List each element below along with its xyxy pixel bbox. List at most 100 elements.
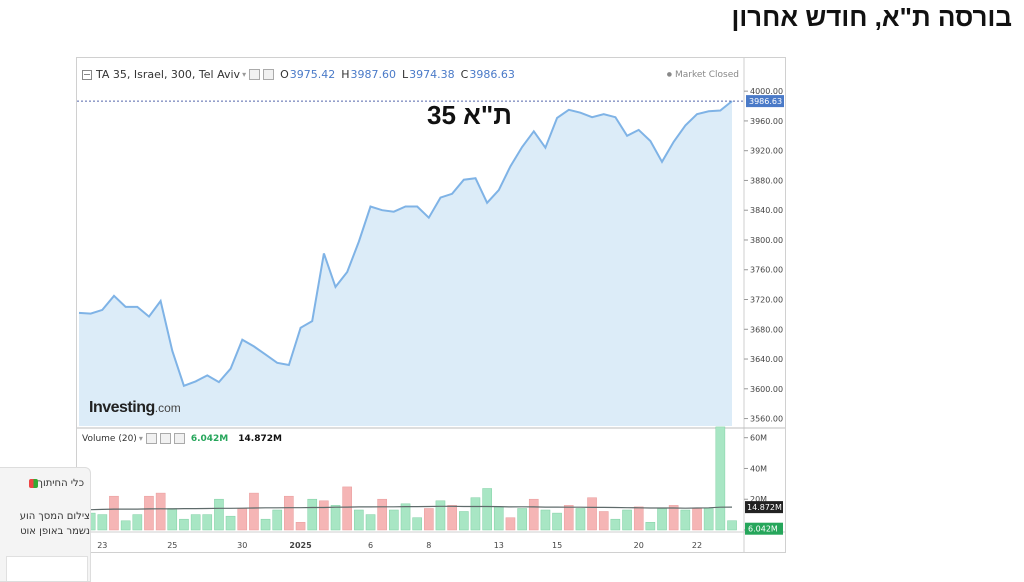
volume-bar xyxy=(610,518,621,531)
last-price-label: 3986.63 xyxy=(749,97,782,106)
volume-bar xyxy=(435,500,446,531)
volume-bar xyxy=(202,514,213,531)
close-value: 3986.63 xyxy=(469,68,515,81)
chevron-down-icon[interactable]: ▾ xyxy=(138,434,143,443)
close-icon[interactable] xyxy=(173,433,185,444)
volume-bar xyxy=(587,497,597,531)
volume-bar xyxy=(109,495,119,531)
investing-logo: Investing.com xyxy=(89,399,181,417)
y-tick-label: 4000.00 xyxy=(750,87,783,96)
instrument-name[interactable]: TA 35, Israel, 300, Tel Aviv xyxy=(96,68,241,81)
volume-bar xyxy=(330,505,341,531)
snipping-tool-icon xyxy=(28,478,38,488)
volume-label[interactable]: Volume (20) xyxy=(82,433,137,444)
volume-bar xyxy=(633,506,644,531)
volume-bar xyxy=(727,520,737,531)
price-series-line xyxy=(78,100,733,388)
volume-bar xyxy=(377,498,387,531)
volume-bar xyxy=(622,509,632,531)
y-tick-label: 3680.00 xyxy=(750,325,783,334)
x-tick-label: 8 xyxy=(426,541,431,550)
price-volume-chart[interactable]: 3560.00 3600.00 3640.00 3680.00 3720.00 3760.… xyxy=(77,58,785,552)
volume-ma-tag xyxy=(745,501,783,514)
y-tick-label: 3560.00 xyxy=(750,415,783,424)
volume-bar xyxy=(225,515,236,531)
volume-bar xyxy=(237,508,248,531)
y-tick-label: 3760.00 xyxy=(750,266,783,275)
volume-bar xyxy=(482,488,492,531)
y-tick-label: 3640.00 xyxy=(750,355,783,364)
volume-bar xyxy=(459,511,469,531)
notification-line-1: צילום המסך הוע xyxy=(19,511,90,522)
volume-bar xyxy=(540,509,551,531)
settings-icon[interactable] xyxy=(249,69,261,80)
volume-bar xyxy=(155,492,166,531)
low-value: 3974.38 xyxy=(409,68,455,81)
x-tick-label: 23 xyxy=(97,541,107,550)
volume-bar xyxy=(389,509,399,531)
high-value: 3987.60 xyxy=(350,68,397,81)
snipping-tool-notification[interactable]: כלי החיתוך צילום המסך הוע נשמר באופן אוט xyxy=(0,467,91,582)
price-area-fill xyxy=(79,101,732,426)
notification-preview[interactable] xyxy=(6,556,88,581)
y-tick-label: 3880.00 xyxy=(750,176,783,185)
volume-bar xyxy=(575,508,586,531)
y-tick-label: 3800.00 xyxy=(750,236,783,245)
volume-bar xyxy=(120,520,131,531)
volume-ma-tag-label: 14.872M xyxy=(747,503,782,512)
volume-bar xyxy=(692,508,702,531)
x-tick-label: 30 xyxy=(237,541,247,550)
volume-last-tag xyxy=(745,522,783,535)
volume-bar xyxy=(249,492,259,531)
volume-bar xyxy=(284,495,294,531)
volume-bar xyxy=(645,522,656,531)
page-title: בורסה ת"א, חודש אחרון xyxy=(731,2,1012,32)
x-tick-label: 2025 xyxy=(289,541,312,550)
volume-bar xyxy=(424,508,434,531)
volume-bar xyxy=(342,486,352,531)
volume-bar xyxy=(319,500,329,531)
volume-bar xyxy=(272,509,283,531)
volume-bar xyxy=(493,506,504,531)
volume-bar xyxy=(179,518,189,531)
volume-bar xyxy=(412,517,422,531)
high-label: H xyxy=(341,68,350,81)
x-tick-label: 15 xyxy=(552,541,562,550)
volume-bar xyxy=(668,505,679,531)
y-tick-label: 3600.00 xyxy=(750,385,783,394)
x-tick-label: 13 xyxy=(494,541,504,550)
logo-suffix-text: .com xyxy=(154,401,181,415)
volume-bar xyxy=(552,512,562,531)
volume-last-tag-label: 6.042M xyxy=(748,525,778,534)
volume-tick-label: 20M xyxy=(750,495,767,504)
y-tick-label: 3720.00 xyxy=(750,296,783,305)
volume-header: Volume (20) ▾ 6.042M 14.872M xyxy=(82,433,282,444)
visibility-icon[interactable] xyxy=(263,69,275,80)
volume-bar xyxy=(144,495,154,531)
last-price-tag xyxy=(746,95,784,108)
chart-header: TA 35, Israel, 300, Tel Aviv ▾ O 3975.42 … xyxy=(82,68,515,81)
visibility-icon[interactable] xyxy=(159,433,171,444)
open-label: O xyxy=(280,68,289,81)
volume-bar xyxy=(400,503,411,531)
x-tick-label: 25 xyxy=(167,541,177,550)
volume-bar xyxy=(447,505,457,531)
volume-bar xyxy=(563,505,574,531)
chevron-down-icon[interactable]: ▾ xyxy=(242,70,247,79)
volume-bar xyxy=(365,514,376,531)
volume-value: 6.042M xyxy=(190,433,229,444)
market-status: Market Closed xyxy=(667,70,739,80)
x-tick-label: 22 xyxy=(692,541,702,550)
volume-bar xyxy=(680,509,691,531)
x-tick-label: 20 xyxy=(634,541,644,550)
logo-main-text: Investing xyxy=(89,399,155,416)
chart-container[interactable]: 3560.00 3600.00 3640.00 3680.00 3720.00 3760.… xyxy=(76,57,786,553)
collapse-icon[interactable] xyxy=(82,69,92,80)
volume-bar xyxy=(97,514,108,531)
low-label: L xyxy=(402,68,409,81)
volume-bar xyxy=(167,508,178,531)
settings-icon[interactable] xyxy=(145,433,157,444)
x-tick-label: 6 xyxy=(368,541,373,550)
volume-tick-label: 40M xyxy=(750,464,767,473)
volume-bar xyxy=(715,426,726,531)
